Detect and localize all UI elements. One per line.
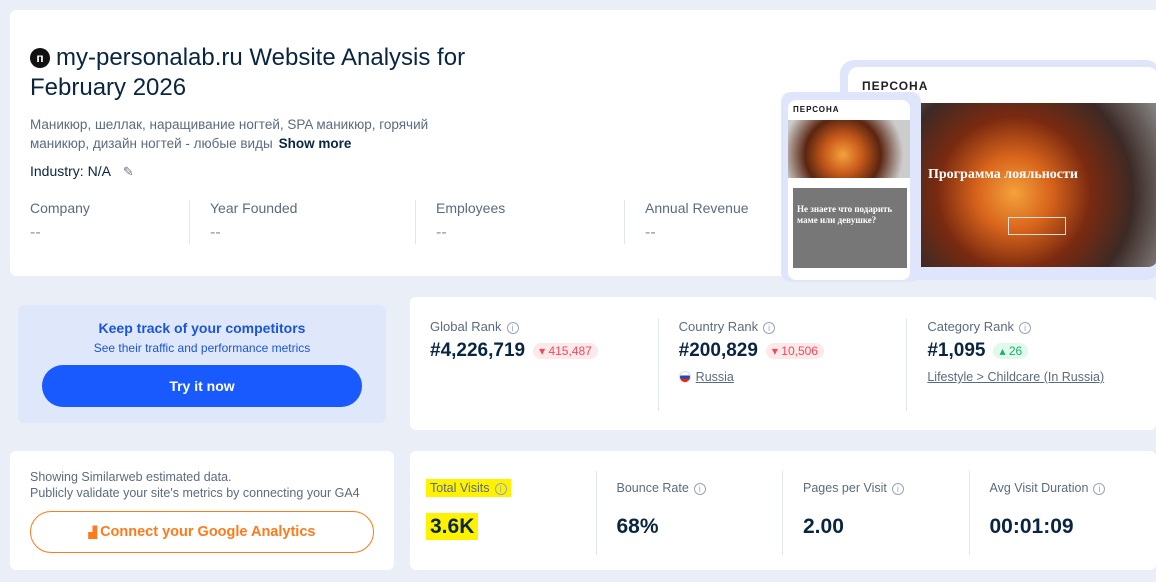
show-more-link[interactable]: Show more [278,136,352,151]
connect-google-analytics-button[interactable]: ▟ Connect your Google Analytics [30,511,374,553]
global-rank: Global Rank i #4,226,719 ▾ 415,487 [410,319,659,411]
metric-total-visits: Total Visits i 3.6K [410,471,597,555]
info-icon[interactable]: i [1019,322,1032,334]
site-favicon-icon: п [30,48,50,68]
country-rank: Country Rank i #200,829 ▾ 10,506 Russia [659,319,908,411]
fact-annual-revenue: Annual Revenue -- [645,200,749,241]
rank-change-badge: ▾ 415,487 [533,343,598,359]
metric-bounce-rate: Bounce Rate i 68% [597,471,783,555]
promo-title: Keep track of your competitors [98,320,306,336]
edit-pencil-icon[interactable]: ✎ [122,164,134,179]
fact-year-founded: Year Founded -- [210,200,416,244]
industry: Industry: N/A ✎ [30,163,134,179]
info-icon[interactable]: i [1093,483,1106,495]
fact-employees: Employees -- [436,200,625,244]
category-rank: Category Rank i #1,095 ▴ 26 Lifestyle > Ch… [907,319,1156,411]
page-title: п my-personalab.ru Website Analysis for F… [30,44,466,101]
rank-change-badge: ▾ 10,506 [765,343,824,359]
country-link[interactable]: Russia [695,370,734,384]
metric-avg-visit-duration: Avg Visit Duration i 00:01:09 [970,471,1156,555]
russia-flag-icon [678,371,691,383]
category-link[interactable]: Lifestyle > Childcare (In Russia) [927,370,1105,384]
info-icon[interactable]: i [763,322,776,334]
rank-change-badge: ▴ 26 [993,343,1029,359]
info-icon[interactable]: i [506,322,519,334]
metric-pages-per-visit: Pages per Visit i 2.00 [783,471,970,555]
competitor-promo: Keep track of your competitors See their… [18,305,386,423]
company-facts: Company -- Year Founded -- Employees -- Ann… [30,200,825,244]
info-icon[interactable]: i [693,483,706,495]
analytics-bars-icon: ▟ [88,527,101,539]
ranks-card: Global Rank i #4,226,719 ▾ 415,487 Country… [410,297,1156,430]
ga-connect-card: Showing Similarweb estimated data. Publi… [10,451,394,570]
info-icon[interactable]: i [891,483,904,495]
fact-company: Company -- [30,200,190,244]
info-icon[interactable]: i [494,483,507,495]
promo-subtitle: See their traffic and performance metric… [93,341,311,355]
engagement-metrics: Total Visits i 3.6K Bounce Rate i 68% Pages … [410,451,1156,570]
site-description: Маникюр, шеллак, наращивание ногтей, SPA… [30,117,429,151]
try-it-now-button[interactable]: Try it now [42,365,362,407]
mobile-preview: ПЕРСОНА Не знаете что подарить маме или … [788,100,910,280]
